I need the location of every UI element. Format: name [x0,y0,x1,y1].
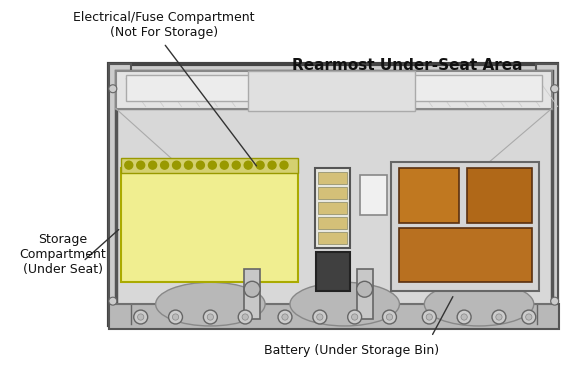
Bar [400,228,532,282]
Circle shape [207,314,214,320]
Bar [467,168,532,223]
Circle shape [352,314,358,320]
Circle shape [149,161,157,169]
Ellipse shape [424,282,534,326]
Bar [400,168,459,223]
Circle shape [522,310,536,324]
Circle shape [278,310,292,324]
Circle shape [461,314,467,320]
Circle shape [109,297,117,305]
Circle shape [357,281,373,297]
Bar [116,71,552,317]
Circle shape [209,161,217,169]
Circle shape [313,310,327,324]
Bar [318,217,347,229]
Bar [360,175,388,215]
Circle shape [242,314,249,320]
Bar [318,172,347,184]
Bar [244,269,260,319]
Ellipse shape [156,282,265,326]
Circle shape [125,161,133,169]
Ellipse shape [290,282,400,326]
Circle shape [256,161,264,169]
Circle shape [169,310,182,324]
Circle shape [244,161,252,169]
Text: Battery (Under Storage Bin): Battery (Under Storage Bin) [264,344,439,357]
Circle shape [426,314,433,320]
Bar [316,252,349,291]
Circle shape [203,310,217,324]
Circle shape [221,161,228,169]
Circle shape [161,161,169,169]
Text: Rearmost Under-Seat Area: Rearmost Under-Seat Area [292,58,523,73]
Circle shape [280,161,288,169]
Circle shape [526,314,532,320]
Circle shape [238,310,252,324]
Bar [248,71,416,111]
Bar [116,71,552,108]
Bar [357,269,373,319]
Circle shape [109,85,117,93]
Circle shape [496,314,502,320]
Bar [116,108,552,304]
Circle shape [134,310,148,324]
Circle shape [197,161,205,169]
Circle shape [551,297,559,305]
Text: Electrical/Fuse Compartment
(Not For Storage): Electrical/Fuse Compartment (Not For Sto… [73,11,254,39]
Circle shape [551,85,559,93]
Bar [121,158,298,173]
Circle shape [137,314,144,320]
Circle shape [348,310,361,324]
Circle shape [492,310,506,324]
Bar [315,168,349,248]
Circle shape [317,314,323,320]
Bar [109,64,131,325]
Bar [126,75,542,101]
Bar [392,162,539,291]
Bar [109,304,559,329]
Circle shape [172,314,178,320]
Circle shape [282,314,288,320]
Text: Storage
Compartment
(Under Seat): Storage Compartment (Under Seat) [19,233,106,276]
Circle shape [244,281,260,297]
Bar [109,64,557,325]
Circle shape [137,161,145,169]
Bar [318,202,347,214]
Circle shape [457,310,471,324]
Circle shape [382,310,397,324]
Bar [318,232,347,243]
Bar [536,64,557,325]
Circle shape [422,310,436,324]
Circle shape [232,161,240,169]
Circle shape [173,161,181,169]
Bar [121,168,298,282]
Circle shape [386,314,393,320]
Bar [318,187,347,199]
Circle shape [268,161,276,169]
Circle shape [185,161,193,169]
